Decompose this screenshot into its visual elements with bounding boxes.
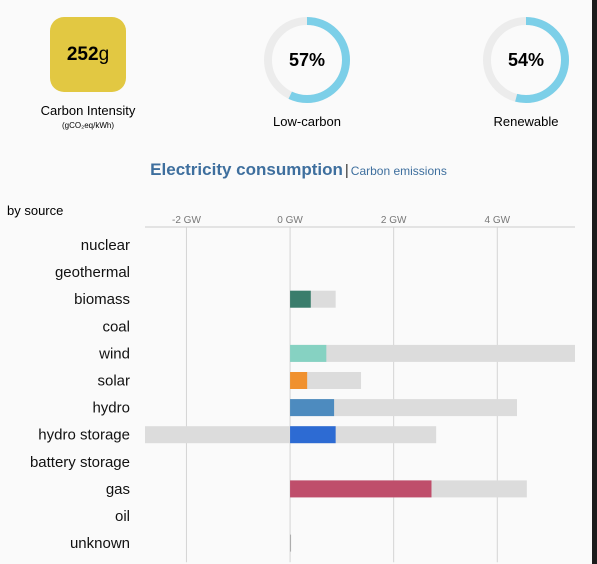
source-label: unknown [70,535,130,552]
chart-mode-tabs: Electricity consumption | Carbon emissions [0,160,597,180]
source-label: hydro [92,400,130,417]
capacity-bar[interactable] [290,399,517,417]
source-label: coal [102,318,130,335]
carbon-intensity-badge: 252 g [50,17,126,92]
low-carbon-label: Low-carbon [273,114,341,129]
source-label: nuclear [81,237,130,254]
source-label: wind [98,345,130,362]
production-bar[interactable] [290,426,336,444]
renewable-percent: 54% [507,49,545,70]
scrollbar-track[interactable] [592,0,597,564]
production-bar[interactable] [290,372,308,389]
source-label: solar [97,373,130,390]
source-label: geothermal [55,264,130,281]
source-label: battery storage [30,454,130,471]
source-label: biomass [74,291,130,308]
carbon-intensity-label: Carbon Intensity [40,103,136,118]
capacity-bar[interactable] [290,372,362,389]
source-label: gas [106,481,130,498]
low-carbon-percent: 57% [288,49,326,70]
source-breakdown-chart: -2 GW 0 GW 2 GW 4 GW nuclear geothermal biomas… [30,215,575,563]
x-tick-label: 0 GW [277,215,303,226]
tab-carbon-emissions[interactable]: Carbon emissions [350,164,447,178]
low-carbon-gauge: 57% [262,15,352,105]
carbon-intensity-sublabel: (gCO₂eq/kWh) [61,121,114,130]
x-tick-label: -2 GW [172,215,201,226]
source-label: oil [115,508,130,525]
tab-electricity-consumption[interactable]: Electricity consumption [150,160,343,179]
production-bar[interactable] [290,399,335,417]
x-tick-label: 4 GW [485,215,511,226]
by-source-label: by source [7,203,64,218]
tab-separator: | [344,162,349,179]
renewable-label: Renewable [493,114,559,129]
production-bar[interactable] [290,534,292,552]
production-bar[interactable] [290,344,327,362]
production-bar[interactable] [290,290,311,308]
carbon-intensity-value: 252 [66,43,99,65]
carbon-intensity-unit: g [98,43,110,65]
production-bar[interactable] [290,480,432,498]
source-label: hydro storage [38,427,130,444]
x-tick-label: 2 GW [381,215,407,226]
renewable-gauge: 54% [481,15,571,105]
capacity-bar[interactable] [290,344,575,362]
